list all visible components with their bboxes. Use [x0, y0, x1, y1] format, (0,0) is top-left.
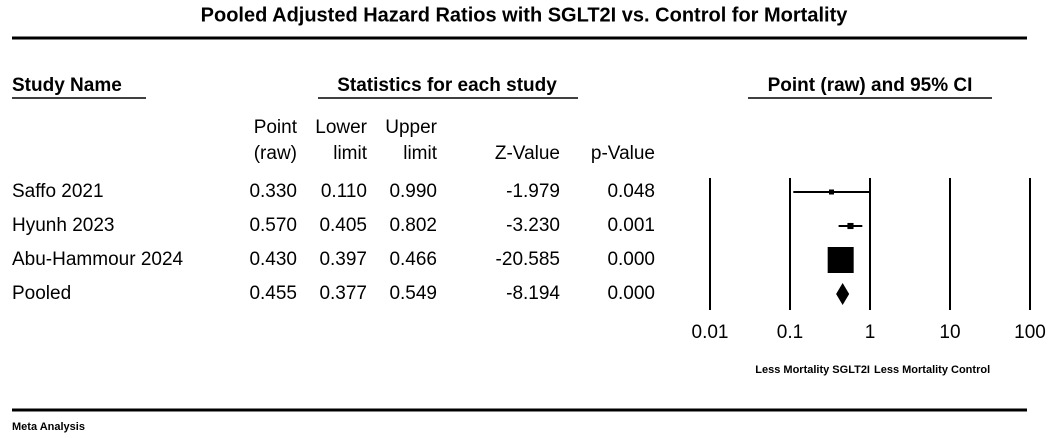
column-header: limit — [403, 143, 437, 164]
column-header: limit — [333, 143, 367, 164]
p-cell: 0.000 — [607, 283, 655, 304]
column-header: Upper — [385, 117, 437, 138]
point-box — [847, 222, 854, 230]
column-header: Z-Value — [495, 143, 560, 164]
z-cell: -8.194 — [506, 283, 560, 304]
lower-cell: 0.377 — [319, 283, 367, 304]
column-header: (raw) — [254, 143, 297, 164]
lower-cell: 0.397 — [319, 249, 367, 270]
study-header: Study Name — [12, 75, 122, 96]
upper-cell: 0.990 — [389, 181, 437, 202]
footer: Meta Analysis — [12, 421, 85, 433]
upper-cell: 0.549 — [389, 283, 437, 304]
x-tick-label: 0.1 — [777, 322, 803, 343]
lower-cell: 0.110 — [321, 181, 367, 202]
p-cell: 0.001 — [607, 215, 655, 236]
p-cell: 0.000 — [607, 249, 655, 270]
chart-title: Pooled Adjusted Hazard Ratios with SGLT2… — [201, 4, 849, 26]
point-cell: 0.430 — [249, 249, 297, 270]
pooled-diamond — [836, 283, 850, 305]
column-header: p-Value — [591, 143, 655, 164]
z-cell: -3.230 — [506, 215, 560, 236]
column-header: Lower — [315, 117, 367, 138]
study-name: Abu-Hammour 2024 — [12, 249, 184, 270]
point-box — [828, 189, 834, 195]
x-tick-label: 0.01 — [692, 322, 729, 343]
study-name: Saffo 2021 — [12, 181, 104, 202]
z-cell: -1.979 — [506, 181, 560, 202]
x-label-right: Less Mortality Control — [874, 364, 990, 376]
x-tick-label: 100 — [1014, 322, 1046, 343]
study-name: Hyunh 2023 — [12, 215, 114, 236]
x-tick-label: 1 — [865, 322, 876, 343]
study-name: Pooled — [12, 283, 71, 304]
column-header: Point — [254, 117, 298, 138]
lower-cell: 0.405 — [319, 215, 367, 236]
x-tick-label: 10 — [939, 322, 960, 343]
z-cell: -20.585 — [496, 249, 560, 270]
upper-cell: 0.466 — [389, 249, 437, 270]
p-cell: 0.048 — [607, 181, 655, 202]
point-cell: 0.330 — [249, 181, 297, 202]
point-cell: 0.570 — [249, 215, 297, 236]
x-label-left: Less Mortality SGLT2I — [755, 364, 870, 376]
stats-header: Statistics for each study — [337, 75, 557, 96]
point-box — [827, 247, 854, 273]
upper-cell: 0.802 — [389, 215, 437, 236]
plot-header: Point (raw) and 95% CI — [768, 75, 973, 96]
point-cell: 0.455 — [249, 283, 297, 304]
